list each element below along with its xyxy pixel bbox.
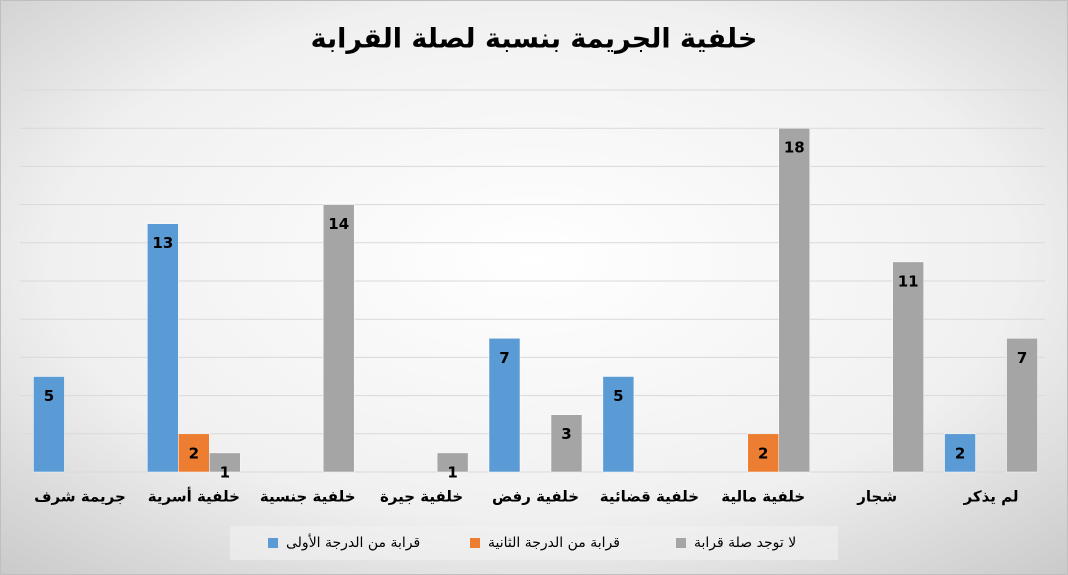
legend-label: لا توجد صلة قرابة	[694, 535, 796, 551]
bar	[1006, 338, 1038, 473]
bar	[209, 452, 241, 473]
legend-swatch	[268, 538, 278, 548]
data-label: 1	[447, 463, 457, 481]
data-label: 13	[152, 234, 173, 252]
data-label: 7	[1017, 349, 1027, 367]
data-label: 2	[189, 444, 199, 462]
bar	[550, 414, 583, 473]
x-tick-label: جريمة شرف	[34, 488, 126, 506]
bar	[147, 223, 179, 473]
x-tick-label: خلفية أسرية	[148, 487, 240, 506]
x-tick-label: خلفية مالية	[721, 488, 805, 506]
data-label: 14	[328, 215, 349, 233]
bar	[778, 127, 811, 473]
data-label: 5	[44, 387, 54, 405]
data-label: 5	[613, 387, 623, 405]
data-label: 11	[898, 272, 919, 290]
chart-title: خلفية الجريمة بنسبة لصلة القرابة	[311, 24, 758, 55]
bar	[892, 261, 924, 473]
bar	[488, 338, 521, 473]
data-label: 1	[220, 463, 230, 481]
x-tick-label: لم يذكر	[963, 488, 1019, 506]
legend-label: قرابة من الدرجة الأولى	[286, 533, 420, 551]
x-tick-label: خلفية رفض	[492, 488, 579, 506]
legend-swatch	[470, 538, 480, 548]
x-tick-label: خلفية جنسية	[260, 488, 356, 506]
bar	[33, 376, 65, 473]
data-label: 7	[499, 349, 509, 367]
legend-box	[230, 526, 838, 560]
data-label: 3	[561, 425, 571, 443]
bar	[602, 376, 635, 473]
x-tick-label: خلفية قضائية	[600, 488, 699, 506]
x-tick-label: شجار	[856, 488, 897, 506]
data-label: 2	[955, 444, 965, 462]
bar	[436, 452, 469, 473]
data-label: 18	[784, 139, 805, 157]
bar	[322, 204, 355, 473]
bar	[178, 433, 210, 473]
legend-swatch	[676, 538, 686, 548]
bar	[944, 433, 976, 473]
legend-label: قرابة من الدرجة الثانية	[488, 535, 620, 551]
bar	[747, 433, 780, 473]
x-tick-label: خلفية جيرة	[380, 488, 463, 506]
data-label: 2	[758, 444, 768, 462]
